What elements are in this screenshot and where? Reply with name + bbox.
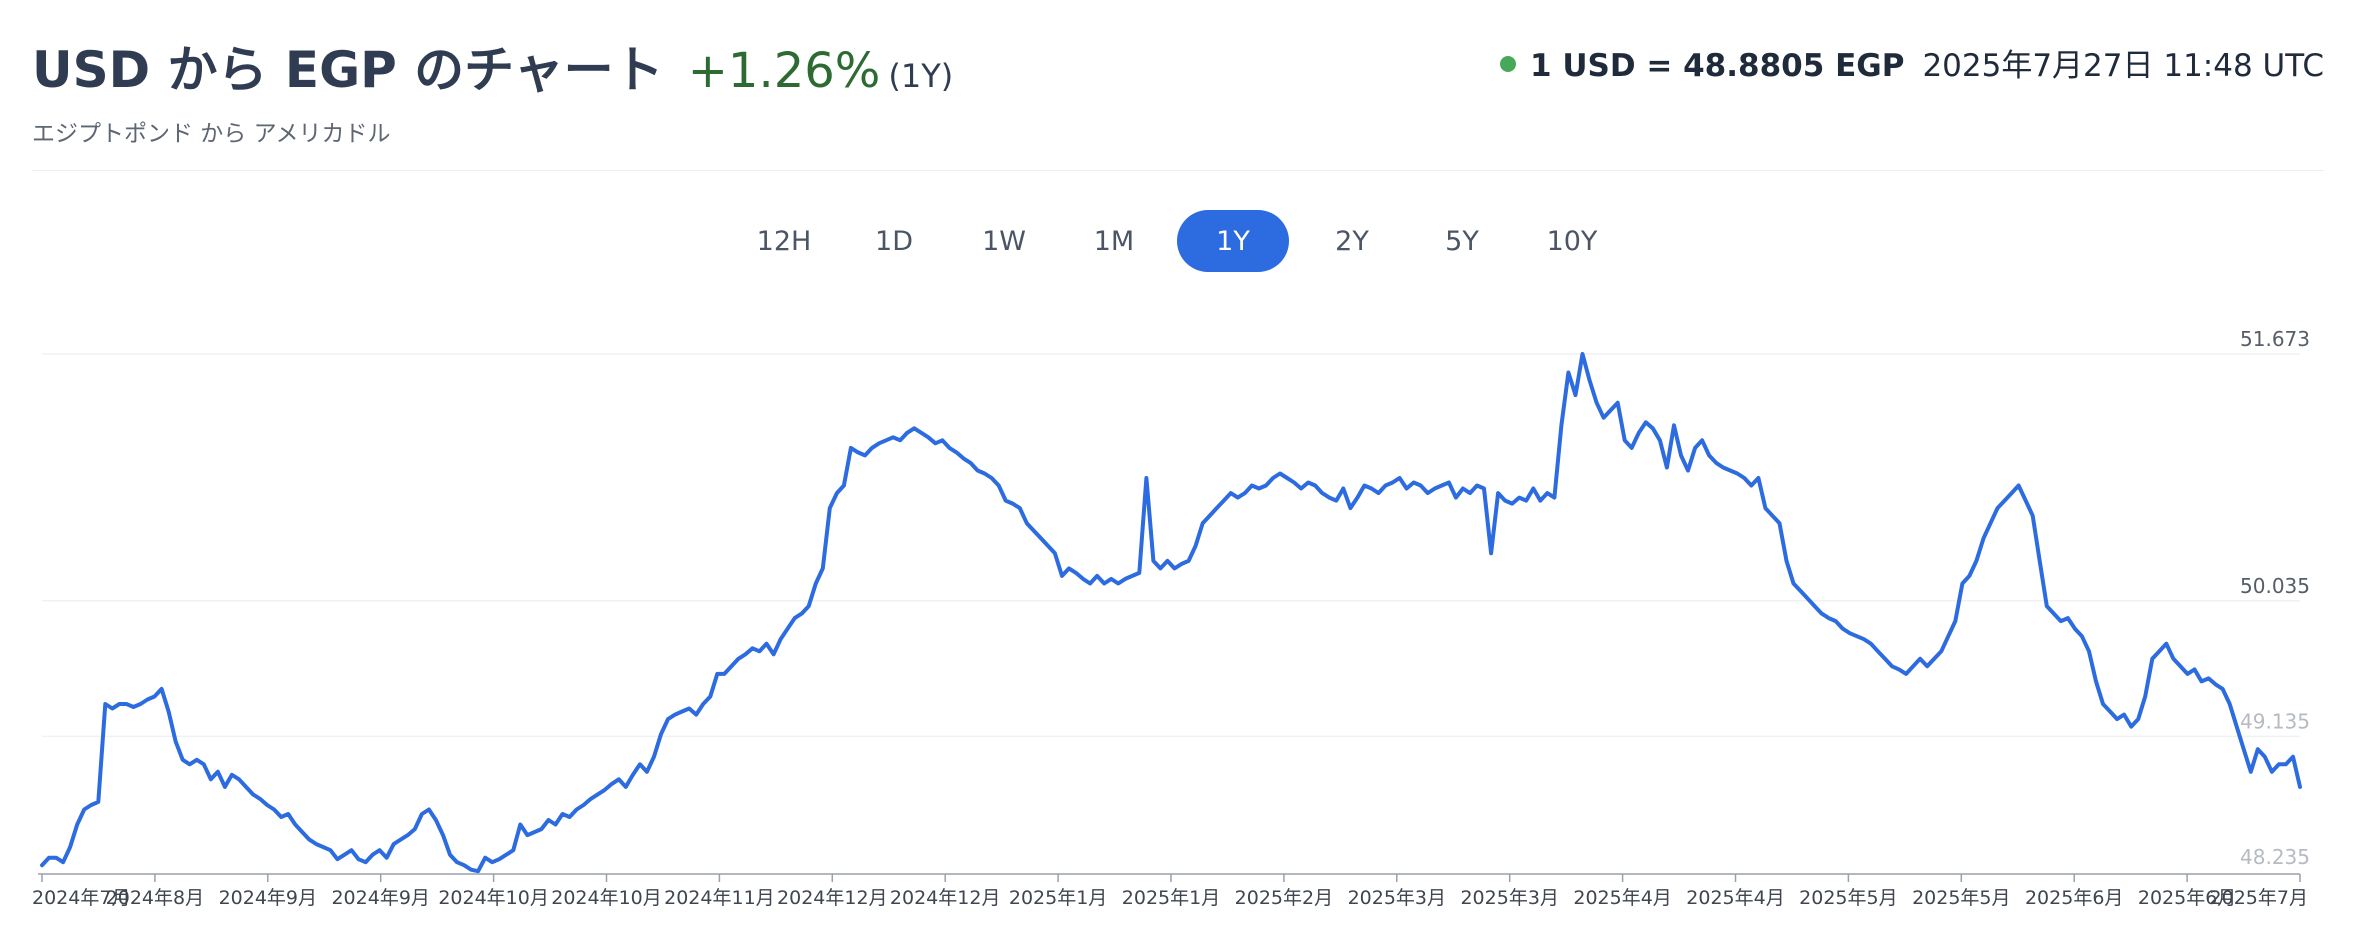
- rate-value: 1 USD = 48.8805 EGP: [1529, 48, 1905, 84]
- x-tick-label: 2025年4月: [1573, 887, 1671, 909]
- x-tick-label: 2025年5月: [1799, 887, 1897, 909]
- x-tick-label: 2025年1月: [1122, 887, 1220, 909]
- tab-2y[interactable]: 2Y: [1335, 225, 1369, 257]
- x-tick-label: 2025年7月: [2210, 887, 2308, 909]
- x-tick-label: 2025年3月: [1348, 887, 1446, 909]
- change-percent: +1.26%: [687, 43, 881, 99]
- y-axis-ticks: 51.673 50.035 49.135 48.235: [2240, 327, 2310, 869]
- tab-1m[interactable]: 1M: [1093, 225, 1135, 257]
- x-tick-label: 2024年7月: [32, 887, 130, 909]
- chart-header: USD から EGP のチャート +1.26% (1Y) 1 USD = 48.88…: [32, 30, 2324, 110]
- period-tabs: 12H 1D 1W 1M 1Y 2Y 5Y 10Y: [0, 210, 2356, 274]
- x-tick-label: 2024年12月: [890, 887, 1001, 909]
- live-status-dot: [1499, 56, 1516, 72]
- x-tick-label: 2024年10月: [438, 887, 549, 909]
- tab-12h[interactable]: 12H: [756, 225, 812, 257]
- x-tick-label: 2024年9月: [331, 887, 429, 909]
- x-tick-label: 2024年10月: [551, 887, 662, 909]
- x-tick-label: 2024年8月: [106, 887, 204, 909]
- x-tick-label: 2024年12月: [777, 887, 888, 909]
- y-tick-label: 49.135: [2240, 709, 2310, 733]
- x-tick-label: 2025年6月: [2025, 887, 2123, 909]
- x-tick-label: 2025年6月: [2138, 887, 2236, 909]
- x-tick-label: 2024年11月: [664, 887, 775, 909]
- current-rate: 1 USD = 48.8805 EGP 2025年7月27日 11:48 UTC: [1499, 40, 2324, 85]
- series-line: [40, 352, 2302, 874]
- x-tick-label: 2024年9月: [219, 887, 317, 909]
- header-divider: [32, 170, 2324, 171]
- rate-timestamp: 2025年7月27日 11:48 UTC: [1922, 48, 2324, 84]
- page-title: USD から EGP のチャート +1.26% (1Y): [32, 30, 953, 102]
- tab-10y[interactable]: 10Y: [1546, 225, 1598, 257]
- tab-1d[interactable]: 1D: [875, 225, 913, 257]
- tab-1w[interactable]: 1W: [982, 225, 1026, 257]
- tab-5y[interactable]: 5Y: [1445, 225, 1479, 257]
- x-tick-label: 2025年2月: [1235, 887, 1333, 909]
- y-tick-label: 51.673: [2240, 327, 2310, 351]
- change-period: (1Y): [888, 57, 954, 95]
- grid-lines: [42, 353, 2300, 738]
- y-tick-label: 48.235: [2240, 845, 2310, 869]
- x-tick-label: 2025年5月: [1912, 887, 2010, 909]
- title-text: USD から EGP のチャート: [32, 41, 664, 99]
- x-tick-label: 2025年1月: [1009, 887, 1107, 909]
- x-tick-label: 2025年4月: [1686, 887, 1784, 909]
- y-tick-label: 50.035: [2240, 574, 2310, 598]
- pair-subtitle: エジプトポンド から アメリカドル: [32, 121, 391, 147]
- x-tick-label: 2025年3月: [1460, 887, 1558, 909]
- tab-1y[interactable]: 1Y: [1177, 210, 1289, 272]
